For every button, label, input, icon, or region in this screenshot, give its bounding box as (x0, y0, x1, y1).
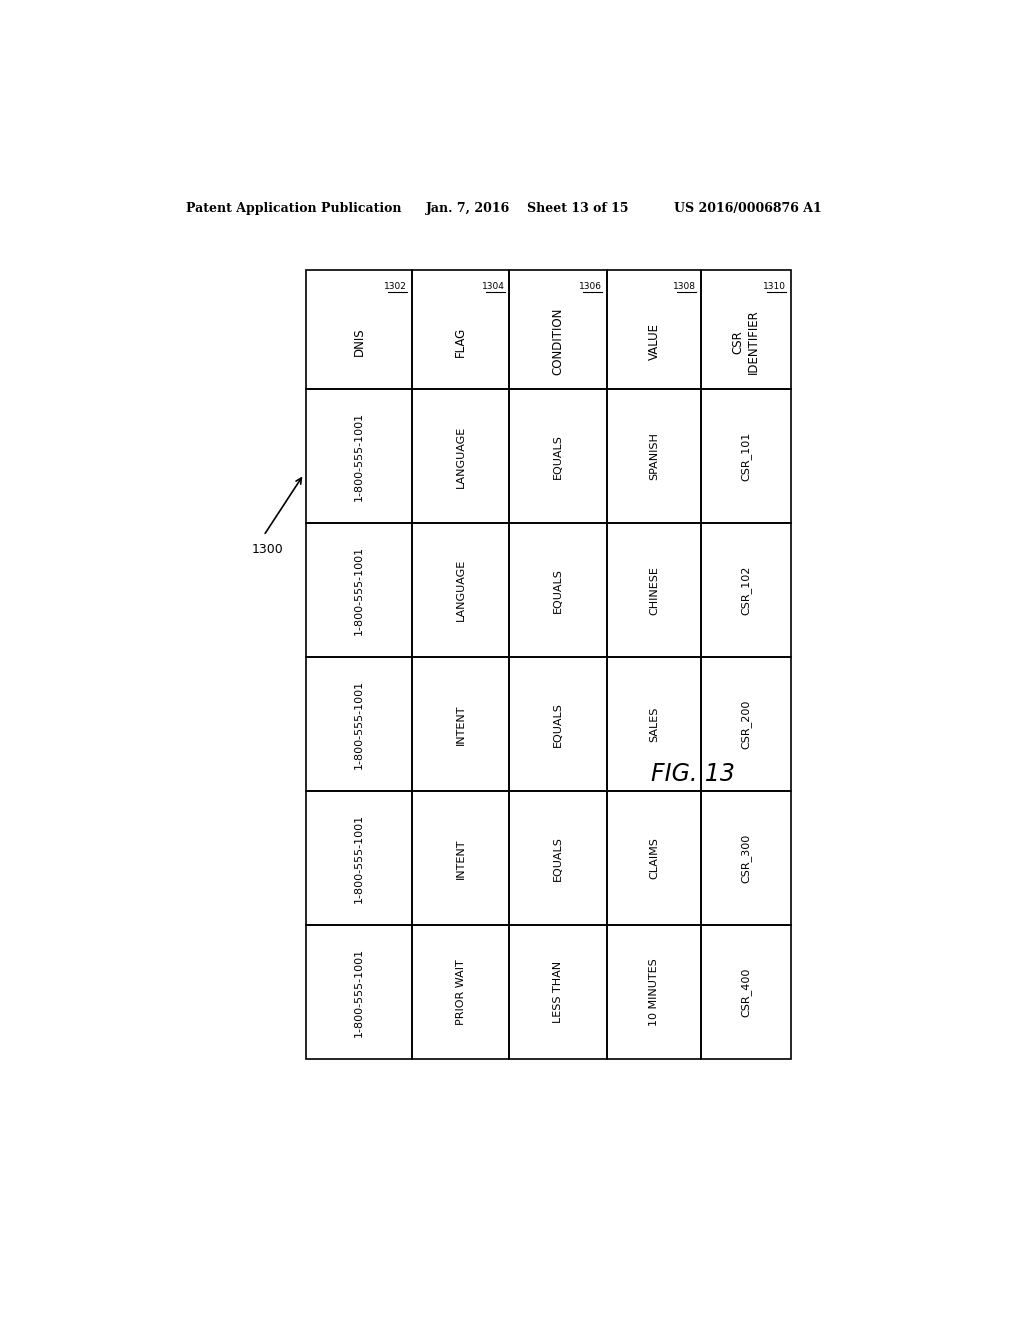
Text: 1308: 1308 (673, 281, 696, 290)
Text: SALES: SALES (649, 706, 658, 742)
Bar (509, 389, 607, 524)
Text: FIG. 13: FIG. 13 (651, 763, 735, 787)
Text: INTENT: INTENT (456, 838, 466, 879)
Text: 1304: 1304 (482, 281, 505, 290)
Bar (306, 389, 412, 524)
Text: 1302: 1302 (384, 281, 408, 290)
Text: EQUALS: EQUALS (553, 836, 563, 880)
Text: 1310: 1310 (763, 281, 786, 290)
Bar (412, 657, 509, 792)
Bar (607, 271, 700, 389)
Bar (700, 792, 791, 925)
Text: LANGUAGE: LANGUAGE (456, 560, 466, 622)
Bar (509, 524, 607, 657)
Text: EQUALS: EQUALS (553, 568, 563, 612)
Text: CSR_300: CSR_300 (740, 834, 752, 883)
Bar (412, 925, 509, 1059)
Bar (607, 524, 700, 657)
Text: 1-800-555-1001: 1-800-555-1001 (354, 412, 364, 502)
Text: SPANISH: SPANISH (649, 433, 658, 480)
Text: FLAG: FLAG (454, 326, 467, 356)
Bar (306, 657, 412, 792)
Text: Patent Application Publication: Patent Application Publication (186, 202, 401, 215)
Bar (306, 271, 412, 389)
Text: Jan. 7, 2016: Jan. 7, 2016 (426, 202, 511, 215)
Text: LESS THAN: LESS THAN (553, 961, 563, 1023)
Bar (700, 657, 791, 792)
Bar (607, 657, 700, 792)
Text: INTENT: INTENT (456, 704, 466, 744)
Text: CSR_101: CSR_101 (740, 432, 752, 480)
Bar (306, 925, 412, 1059)
Text: PRIOR WAIT: PRIOR WAIT (456, 960, 466, 1026)
Text: 1-800-555-1001: 1-800-555-1001 (354, 813, 364, 903)
Text: CSR_400: CSR_400 (740, 968, 752, 1016)
Bar (607, 389, 700, 524)
Bar (700, 389, 791, 524)
Text: CSR
IDENTIFIER: CSR IDENTIFIER (732, 309, 760, 374)
Text: VALUE: VALUE (647, 323, 660, 360)
Bar (509, 925, 607, 1059)
Text: CSR_200: CSR_200 (740, 700, 752, 748)
Text: 1-800-555-1001: 1-800-555-1001 (354, 545, 364, 635)
Text: 1306: 1306 (580, 281, 602, 290)
Bar (607, 925, 700, 1059)
Text: US 2016/0006876 A1: US 2016/0006876 A1 (675, 202, 822, 215)
Bar (607, 792, 700, 925)
Bar (700, 271, 791, 389)
Text: EQUALS: EQUALS (553, 434, 563, 479)
Bar (700, 925, 791, 1059)
Bar (509, 271, 607, 389)
Text: 1-800-555-1001: 1-800-555-1001 (354, 680, 364, 770)
Text: CLAIMS: CLAIMS (649, 837, 658, 879)
Bar (412, 792, 509, 925)
Text: CHINESE: CHINESE (649, 566, 658, 615)
Bar (412, 271, 509, 389)
Text: CSR_102: CSR_102 (740, 566, 752, 615)
Bar (306, 524, 412, 657)
Bar (412, 389, 509, 524)
Bar (412, 524, 509, 657)
Text: 10 MINUTES: 10 MINUTES (649, 958, 658, 1026)
Bar (509, 657, 607, 792)
Text: Sheet 13 of 15: Sheet 13 of 15 (527, 202, 629, 215)
Bar (509, 792, 607, 925)
Text: LANGUAGE: LANGUAGE (456, 425, 466, 487)
Text: DNIS: DNIS (352, 327, 366, 356)
Text: 1-800-555-1001: 1-800-555-1001 (354, 948, 364, 1038)
Bar (700, 524, 791, 657)
Text: EQUALS: EQUALS (553, 702, 563, 747)
Text: CONDITION: CONDITION (552, 308, 564, 375)
Text: 1300: 1300 (252, 544, 284, 557)
Bar (306, 792, 412, 925)
